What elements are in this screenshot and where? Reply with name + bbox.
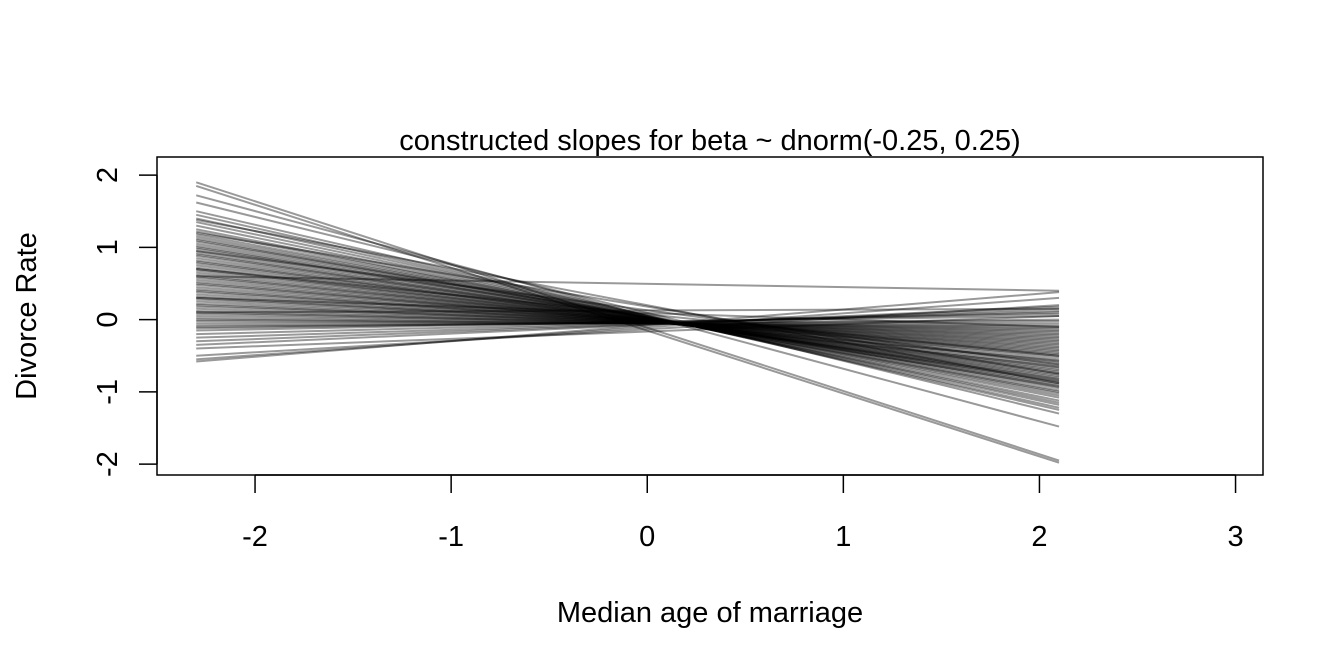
series-line-24 [196,255,1060,379]
series-line-70 [196,304,1060,357]
series-line-34 [196,273,1060,364]
series-line-20 [196,247,1060,383]
y-tick-label: -1 [92,379,124,405]
series-line-55 [196,311,1060,334]
series-line-17 [196,242,1060,388]
x-tick-label: 1 [835,521,851,553]
series-line-75 [196,231,1060,375]
series-line-10 [196,228,1060,399]
series-line-59 [196,318,1060,328]
series-line-11 [196,230,1060,397]
series-line-30 [196,266,1060,370]
series-line-16 [196,240,1060,388]
chart-title: constructed slopes for beta ~ dnorm(-0.2… [399,125,1020,157]
series-line-45 [196,293,1060,349]
series-line-1 [195,181,1060,462]
series-line-58 [196,317,1060,330]
x-tick-label: 3 [1227,521,1243,553]
series-line-25 [196,257,1060,377]
series-line-62 [196,320,1060,327]
x-axis-label: Median age of marriage [557,597,863,629]
series-line-27 [196,260,1060,375]
series-line-60 [196,320,1060,327]
series-line-78 [196,296,1060,328]
x-axis: -2 -1 0 1 2 3 [242,474,1244,553]
series-line-67 [196,309,1060,339]
x-tick-label: -1 [438,521,464,553]
series-line-68 [196,307,1060,343]
series-line-71 [196,296,1060,361]
series-line-41 [196,286,1060,354]
series-line-12 [196,233,1060,395]
series-line-52 [196,305,1060,338]
series-line-7 [196,217,1060,406]
series-line-32 [196,269,1060,368]
series-line-5 [195,210,1060,411]
series-line-26 [196,259,1060,376]
series-lines [195,181,1060,464]
series-line-72 [196,291,1060,363]
series-line-76 [196,249,1060,366]
series-line-36 [196,276,1060,362]
series-line-66 [196,311,1060,336]
series-line-49 [196,300,1060,343]
series-line-56 [196,312,1060,333]
series-line-22 [196,252,1060,381]
series-line-29 [196,264,1060,372]
series-line-48 [196,298,1060,344]
series-line-39 [196,282,1060,357]
series-line-19 [196,246,1060,385]
series-line-35 [196,275,1060,363]
series-line-14 [196,237,1060,392]
y-tick-label: 1 [92,239,124,255]
series-line-53 [196,307,1060,337]
series-line-77 [196,268,1060,357]
series-line-54 [196,309,1060,336]
series-line-64 [196,315,1060,330]
series-line-47 [196,296,1060,346]
series-line-57 [196,315,1060,331]
series-line-65 [196,312,1060,332]
series-line-9 [196,224,1060,402]
series-line-42 [196,288,1060,353]
series-line-6 [196,213,1060,409]
series-line-80 [196,315,1060,350]
series-line-40 [196,283,1060,356]
series-line-46 [196,295,1060,347]
series-line-43 [196,289,1060,351]
series-line-23 [196,253,1060,380]
series-line-2 [195,184,1060,464]
x-tick-label: -2 [242,521,268,553]
y-axis-label: Divorce Rate [11,232,43,400]
y-tick-label: 0 [92,312,124,328]
series-line-63 [196,318,1060,328]
series-line-73 [196,275,1060,292]
series-line-21 [196,249,1060,383]
series-line-74 [196,218,1060,385]
x-tick-label: 0 [639,521,655,553]
series-line-38 [196,281,1060,359]
series-line-79 [196,307,1060,314]
series-line-37 [196,278,1060,361]
series-line-33 [196,271,1060,367]
series-line-51 [196,304,1060,340]
series-line-44 [196,291,1060,350]
series-line-69 [196,305,1060,346]
x-tick-label: 2 [1031,521,1047,553]
series-line-15 [196,239,1060,390]
y-tick-label: 2 [92,167,124,183]
series-line-18 [196,244,1060,386]
series-line-4 [195,201,1060,415]
series-line-31 [196,268,1060,369]
series-line-28 [196,262,1060,373]
series-line-13 [196,235,1060,393]
y-tick-label: -2 [92,451,124,477]
series-line-50 [196,302,1060,341]
series-line-3 [195,194,1060,428]
series-line-8 [196,221,1060,404]
y-axis: -2 -1 0 1 2 [92,167,158,477]
